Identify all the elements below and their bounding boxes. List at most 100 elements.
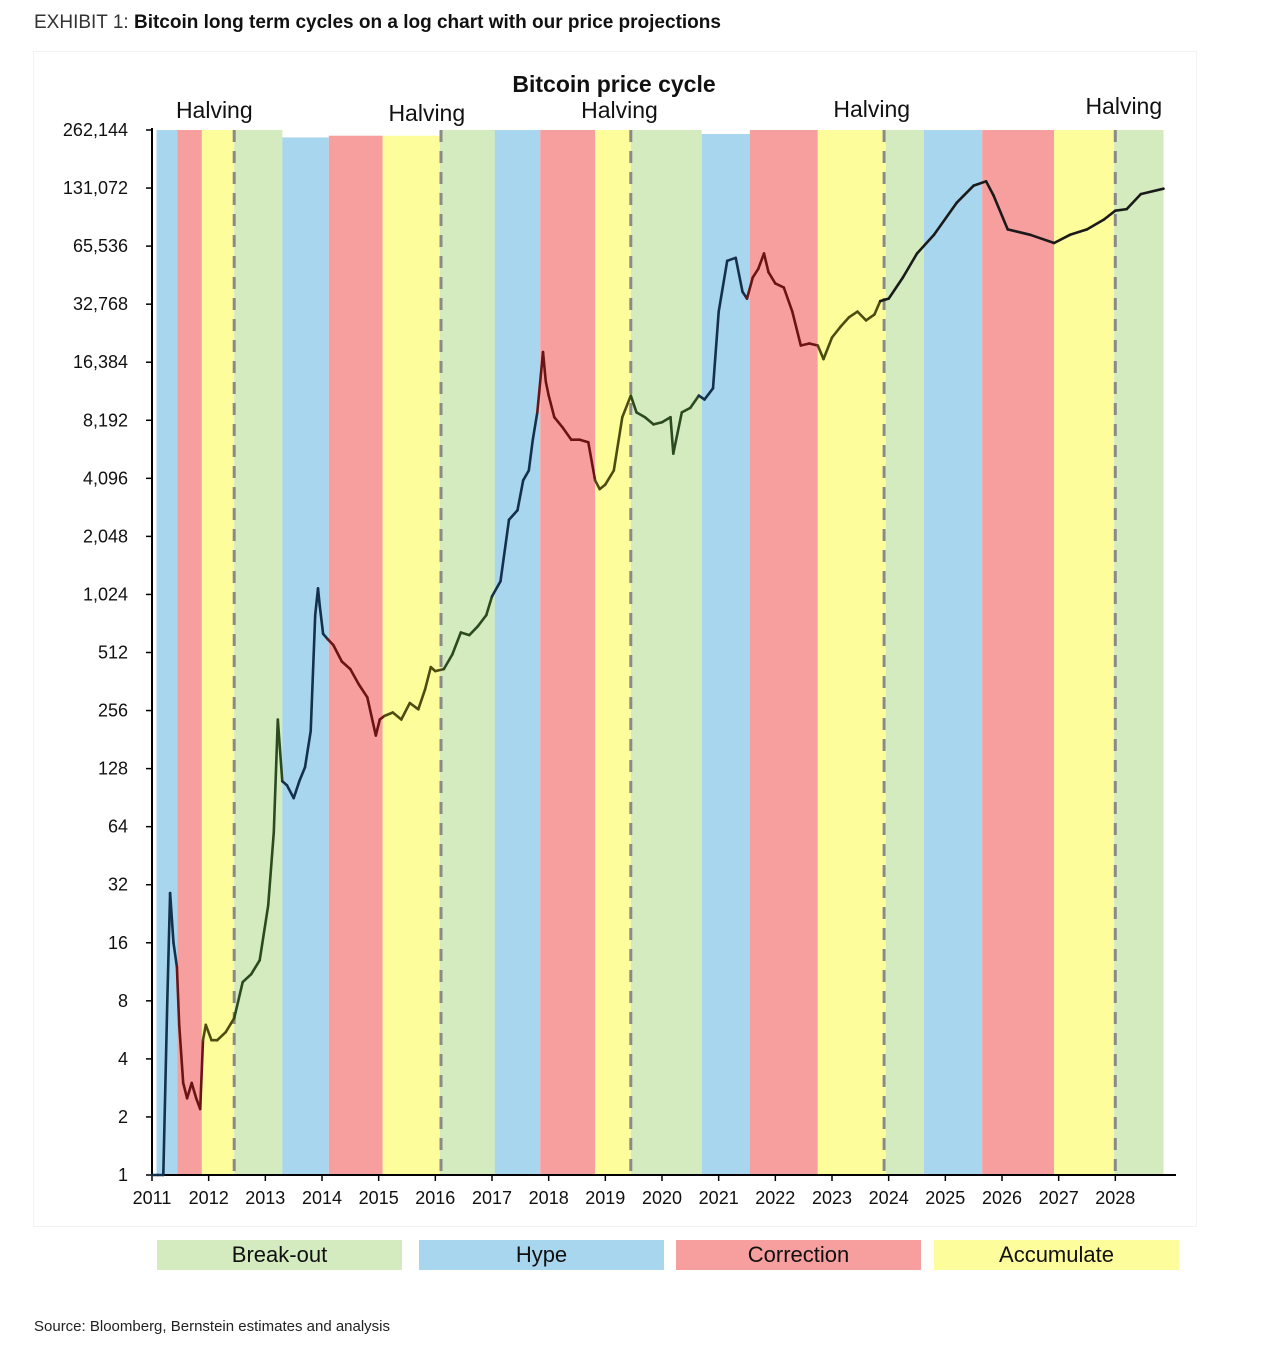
series-0-segment-61 [521,469,531,482]
y-tick-label-18: 262,144 [63,120,128,140]
series-0-segment-46 [408,701,420,711]
y-tick-label-7: 128 [98,759,128,779]
x-tick-label-2: 2013 [245,1188,285,1208]
y-tick-label-9: 512 [98,643,128,663]
y-tick-label-12: 4,096 [83,468,128,488]
phase-band-breakout-11 [630,130,702,1175]
series-0-segment-33 [318,603,325,636]
series-0-segment-28 [297,765,307,783]
series-0-segment-71 [578,438,590,444]
series-0-segment-38 [348,667,361,686]
series-0-segment-104 [816,344,825,361]
series-0-segment-12 [198,1038,205,1111]
series-0-segment-44 [391,711,403,721]
series-0-segment-64 [535,350,545,414]
series-0-segment-58 [499,518,511,583]
series-0-segment-79 [635,411,647,419]
y-tick-label-4: 16 [108,933,128,953]
series-0-segment-80 [643,415,655,426]
series-1-segment-13 [1085,218,1106,231]
legend-accumulate-label: Accumulate [999,1242,1114,1267]
series-0-segment-107 [839,315,851,329]
series-0-segment-65 [541,350,548,383]
series-1-segment-6 [972,180,988,187]
series-0-segment-27 [292,779,301,800]
series-0-segment-19 [241,972,253,984]
series-1-segment-14 [1102,209,1117,221]
source-note: Source: Bloomberg, Bernstein estimates a… [34,1318,391,1335]
series-0-segment-59 [507,508,519,522]
series-1-segment-5 [955,184,976,204]
phase-band-breakout-7 [439,130,495,1175]
x-tick-label-4: 2015 [359,1188,399,1208]
series-0-segment-66 [544,380,551,397]
halving-label-3: Halving [833,96,910,122]
series-0-segment-10 [190,1081,198,1100]
series-0-segment-55 [476,613,488,628]
x-tick-label-12: 2023 [812,1188,852,1208]
series-0-segment-77 [620,394,633,419]
series-0-segment-99 [773,282,786,289]
series-1-segment-17 [1139,187,1165,196]
y-tick-label-15: 32,768 [73,294,128,314]
series-1-segment-11 [1052,233,1072,245]
series-0-segment-47 [416,687,427,711]
chart-title: Bitcoin price cycle [512,71,715,97]
series-0-segment-90 [717,259,729,313]
phase-band-correction-5 [328,135,383,1176]
series-0-segment-62 [527,438,535,472]
series-0-segment-20 [249,958,261,976]
x-tick-label-9: 2020 [642,1188,682,1208]
series-0-segment-98 [767,270,777,285]
series-0-segment-53 [459,631,471,637]
series-0-segment-35 [326,637,335,647]
phase-band-hype-4 [282,137,329,1175]
series-0-segment-89 [711,310,721,390]
y-tick-label-14: 16,384 [73,352,128,372]
series-0-segment-23 [272,718,280,834]
series-0-segment-92 [734,256,744,294]
y-tick-label-10: 1,024 [83,584,128,604]
series-1-segment-0 [878,297,891,303]
series-0-segment-6 [175,965,181,1027]
series-0-segment-91 [725,256,738,263]
series-0-segment-9 [185,1081,193,1100]
series-0-segment-18 [232,980,244,1020]
series-1-segment-12 [1068,228,1089,237]
series-0-segment-24 [276,718,284,783]
y-tick-label-13: 8,192 [83,410,128,430]
series-0-segment-94 [745,276,755,300]
series-0-segment-76 [612,415,624,472]
series-0-segment-40 [365,695,378,737]
series-0-segment-8 [181,1081,189,1100]
series-1-segment-10 [1028,233,1056,245]
y-tick-label-8: 256 [98,701,128,721]
series-0-segment-81 [652,420,664,426]
series-0-segment-56 [484,595,494,617]
phase-band-accumulate-14 [817,130,886,1175]
series-0-segment-95 [751,267,760,279]
chart-container: Halving Halving Halving Halving Halving Bitco… [34,52,1196,1226]
series-0-segment-102 [799,342,811,347]
series-0-segment-106 [830,325,842,339]
series-0-segment-17 [224,1016,236,1034]
x-tick-label-8: 2019 [585,1188,625,1208]
series-0-segment-73 [593,478,602,491]
y-tick-label-16: 65,536 [73,236,128,256]
legend: Break-out Hype Correction Accumulate [0,1240,1280,1274]
halving-label-1: Halving [388,100,465,126]
phase-band-correction-9 [540,130,596,1175]
series-0-segment-108 [847,310,859,319]
series-0-segment-54 [467,624,480,637]
series-0 [150,252,882,1177]
phase-band-hype-8 [494,130,541,1175]
series-0-segment-69 [561,426,573,442]
series-0-segment-75 [603,469,616,486]
series-0-segment-60 [516,478,525,512]
phase-band-hype-12 [701,134,750,1175]
phase-band-hype-16 [923,130,983,1175]
series-0-segment-103 [807,342,820,347]
y-tick-label-6: 64 [108,817,128,837]
legend-breakout-label: Break-out [231,1242,328,1267]
series-1-segment-4 [932,201,959,237]
